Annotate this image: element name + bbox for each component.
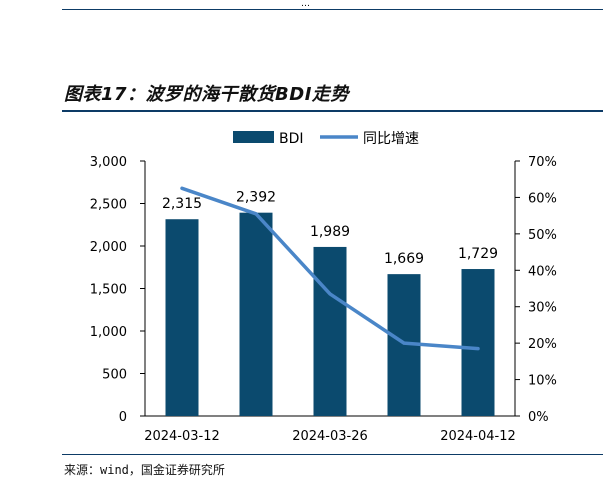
- source-note: 来源：wind，国金证券研究所: [64, 463, 225, 477]
- legend-line-label: 同比增速: [363, 131, 419, 147]
- right-tick-label: 40%: [528, 264, 557, 279]
- right-tick-label: 10%: [528, 374, 557, 389]
- figure-title: 图表17：波罗的海干散货BDI走势: [64, 84, 349, 105]
- right-tick-label: 20%: [528, 337, 557, 352]
- right-tick-label: 30%: [528, 301, 557, 316]
- left-tick-label: 1,500: [90, 283, 127, 298]
- yoy-growth-line: [180, 186, 480, 351]
- header-rule: [62, 9, 603, 10]
- line-series: [180, 186, 480, 351]
- left-tick-label: 1,000: [90, 325, 127, 340]
- legend-bar-swatch: [233, 131, 274, 143]
- bar: [165, 219, 199, 416]
- title-rule: [62, 110, 603, 112]
- bar-series: [165, 212, 495, 416]
- x-tick-label: 2024-04-12: [440, 429, 516, 444]
- left-tick-label: 3,000: [90, 155, 127, 170]
- data-labels: 2,315 2,392 1,989 1,669 1,729: [162, 190, 498, 267]
- bar-data-label: 1,989: [310, 224, 350, 240]
- source-rule: [62, 454, 603, 455]
- right-tick-label: 0%: [528, 410, 549, 425]
- left-tick-label: 2,000: [90, 240, 127, 255]
- header-mark: …: [301, 0, 310, 9]
- x-tick-label: 2024-03-12: [144, 429, 220, 444]
- chart-legend: BDI 同比增速: [233, 131, 419, 147]
- left-tick-label: 2,500: [90, 198, 127, 213]
- bar: [239, 212, 273, 416]
- bar-data-label: 1,729: [458, 246, 498, 262]
- bar: [461, 269, 495, 416]
- bar-data-label: 2,392: [236, 190, 276, 206]
- x-tick-label: 2024-03-26: [292, 429, 368, 444]
- right-tick-label: 60%: [528, 191, 557, 206]
- legend-bar-label: BDI: [279, 131, 304, 147]
- bar-data-label: 1,669: [384, 251, 424, 267]
- left-tick-label: 0: [119, 410, 127, 425]
- left-tick-label: 500: [102, 368, 127, 383]
- right-tick-label: 50%: [528, 228, 557, 243]
- bar-data-label: 2,315: [162, 196, 202, 212]
- bar: [313, 246, 347, 416]
- right-tick-label: 70%: [528, 155, 557, 170]
